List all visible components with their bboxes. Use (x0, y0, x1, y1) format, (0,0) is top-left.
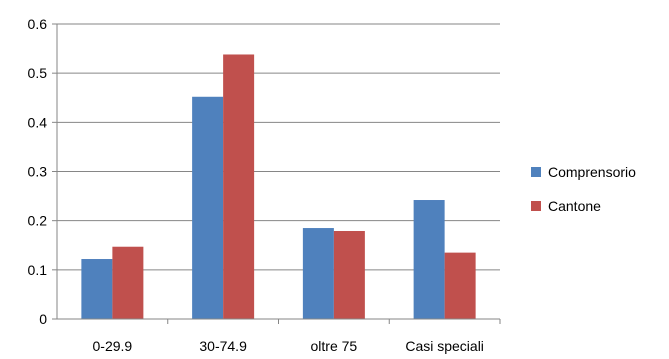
bar-comprensorio-2 (302, 228, 334, 319)
y-tick-label-3: 0.3 (28, 164, 48, 180)
bar-cantone-0 (112, 246, 144, 319)
axes: 0 0.1 0.2 0.3 0.4 0.5 0.6 0-29.9 30-74.9 oltre 75… (28, 16, 501, 354)
legend-label-comprensorio: Comprensorio (548, 164, 636, 180)
legend-label-cantone: Cantone (548, 198, 601, 214)
x-category-label-2: oltre 75 (311, 338, 358, 354)
bar-comprensorio-3 (413, 200, 445, 319)
bars (81, 54, 476, 320)
y-tick-label-2: 0.2 (28, 213, 48, 229)
y-tick-label-6: 0.6 (28, 16, 48, 32)
bar-cantone-2 (333, 230, 365, 319)
bar-comprensorio-0 (81, 259, 113, 319)
x-category-label-3: Casi speciali (405, 338, 484, 354)
y-tick-label-4: 0.4 (28, 114, 48, 130)
legend: Comprensorio Cantone (531, 164, 636, 214)
legend-swatch-comprensorio (531, 167, 541, 177)
bar-comprensorio-1 (192, 96, 224, 320)
y-tick-label-0: 0 (39, 311, 47, 327)
x-category-label-1: 30-74.9 (199, 338, 247, 354)
y-tick-label-1: 0.1 (28, 262, 48, 278)
y-tick-label-5: 0.5 (28, 65, 48, 81)
bar-cantone-3 (444, 252, 476, 319)
legend-swatch-cantone (531, 201, 541, 211)
x-category-label-0: 0-29.9 (93, 338, 133, 354)
bar-cantone-1 (223, 54, 255, 319)
